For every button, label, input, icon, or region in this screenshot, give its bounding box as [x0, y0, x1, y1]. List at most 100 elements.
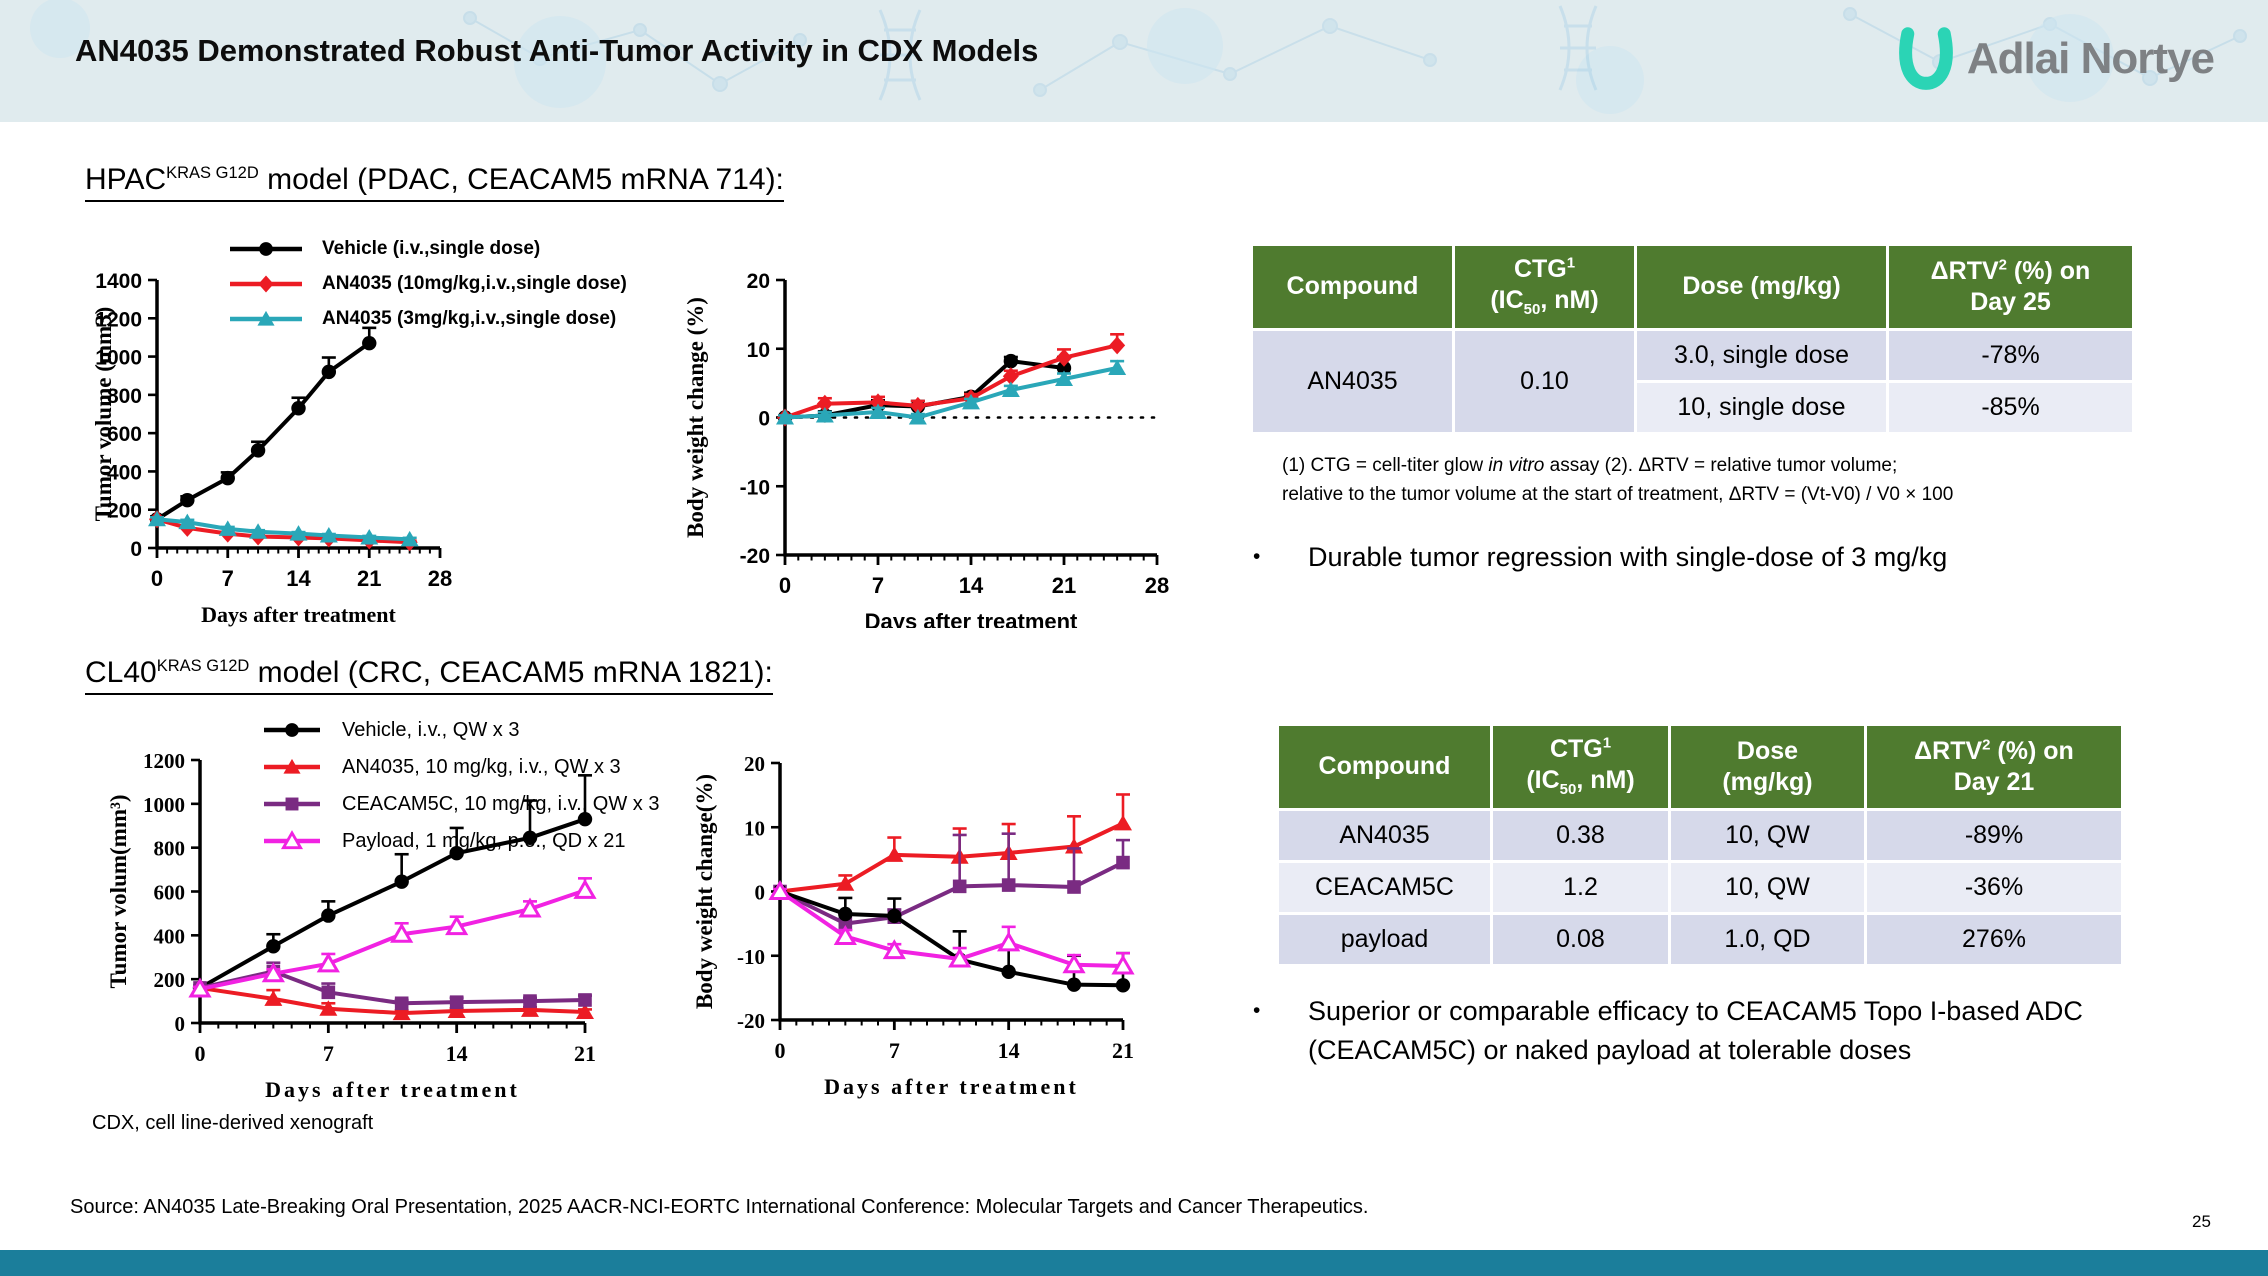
svg-text:-20: -20 — [740, 545, 770, 568]
cell-compound: AN4035 — [1276, 808, 1493, 863]
svg-text:28: 28 — [1145, 573, 1169, 598]
cell-rtv: -85% — [1886, 380, 2135, 435]
svg-text:Body weight change(%): Body weight change(%) — [692, 774, 717, 1009]
legend-item: AN4035 (10mg/kg,i.v.,single dose) — [228, 266, 627, 301]
footer-bar — [0, 1250, 2268, 1276]
svg-text:Days after treatment: Days after treatment — [265, 1077, 520, 1102]
header-band: AN4035 Demonstrated Robust Anti-Tumor Ac… — [0, 0, 2268, 122]
svg-text:-10: -10 — [737, 945, 765, 969]
hpac-body-weight-chart: -20 -10 0 10 20 0 7 14 21 28 Body weight change (%… — [645, 228, 1205, 634]
cell-dose: 10, single dose — [1634, 380, 1889, 435]
bullet-text: Durable tumor regression with single-dos… — [1308, 542, 1948, 572]
legend-label: AN4035, 10 mg/kg, i.v., QW x 3 — [342, 755, 621, 778]
svg-text:200: 200 — [107, 500, 142, 523]
cl40-results-table: Compound CTG1 (IC50, nM) Dose (mg/kg) ΔRTV… — [1276, 723, 2124, 967]
svg-text:0: 0 — [151, 566, 163, 591]
svg-text:7: 7 — [889, 1038, 900, 1063]
table-row: 10, single dose -85% — [1252, 380, 2135, 435]
legend-marker-icon — [264, 722, 320, 737]
legend-label: Vehicle, i.v., QW x 3 — [342, 718, 520, 741]
svg-text:Days after treatment: Days after treatment — [865, 609, 1078, 628]
svg-text:1000: 1000 — [143, 793, 185, 817]
heading-text: model (CRC, CEACAM5 mRNA 1821): — [249, 656, 773, 689]
col-header-ctg: CTG1 (IC50, nM) — [1452, 243, 1637, 331]
legend-marker-icon — [264, 829, 320, 849]
svg-text:21: 21 — [574, 1041, 596, 1066]
cell-rtv: -78% — [1886, 328, 2135, 383]
cl40-tumor-volume-chart: 0 200 400 600 800 1000 1200 0 7 14 21 Tumor volum(m… — [100, 705, 650, 1120]
legend-marker-icon — [264, 758, 320, 774]
svg-text:1400: 1400 — [95, 270, 142, 293]
legend-marker-icon — [230, 241, 302, 256]
cell-rtv: -36% — [1864, 860, 2124, 915]
svg-text:0: 0 — [195, 1041, 206, 1066]
legend-label: Payload, 1 mg/kg, p.o., QD x 21 — [342, 829, 626, 852]
svg-text:14: 14 — [446, 1041, 468, 1066]
svg-text:0: 0 — [130, 538, 142, 561]
cell-ctg: 0.10 — [1452, 328, 1637, 435]
col-header-dose: Dose (mg/kg) — [1634, 243, 1889, 331]
legend-marker-icon — [230, 310, 302, 326]
legend-item: Vehicle (i.v.,single dose) — [228, 231, 627, 266]
cell-rtv: -89% — [1864, 808, 2124, 863]
cl40-body-weight-svg: -20 -10 0 10 20 0 7 14 21 Body weight change(%) Da… — [692, 752, 1135, 1099]
svg-text:1000: 1000 — [95, 347, 142, 370]
col-header-rtv: ΔRTV2 (%) on Day 21 — [1864, 723, 2124, 811]
svg-text:0: 0 — [779, 573, 791, 598]
svg-text:400: 400 — [107, 461, 142, 484]
cell-dose: 10, QW — [1668, 808, 1867, 863]
legend-marker-icon — [230, 274, 302, 293]
cl40-body-weight-chart: -20 -10 0 10 20 0 7 14 21 Body weight change(%) Da… — [660, 705, 1220, 1120]
heading-superscript: KRAS G12D — [166, 164, 259, 182]
svg-text:7: 7 — [323, 1041, 334, 1066]
cell-compound: AN4035 — [1250, 328, 1455, 435]
cell-ctg: 0.38 — [1490, 808, 1671, 863]
bullet-text: Superior or comparable efficacy to CEACA… — [1308, 996, 2083, 1066]
legend-item: Vehicle, i.v., QW x 3 — [262, 711, 659, 748]
cell-dose: 3.0, single dose — [1634, 328, 1889, 383]
cell-ctg: 0.08 — [1490, 912, 1671, 967]
svg-text:20: 20 — [744, 752, 765, 776]
cl40-tumor-volume-legend: Vehicle, i.v., QW x 3 AN4035, 10 mg/kg, i… — [262, 711, 659, 859]
page-number: 25 — [2192, 1212, 2211, 1231]
table-row: payload 0.08 1.0, QD 276% — [1276, 912, 2124, 967]
svg-text:21: 21 — [1052, 573, 1076, 598]
svg-text:1200: 1200 — [143, 749, 185, 773]
heading-text: model (PDAC, CEACAM5 mRNA 714): — [258, 163, 784, 196]
svg-text:800: 800 — [154, 837, 186, 861]
svg-text:0: 0 — [758, 408, 770, 431]
col-header-dose: Dose (mg/kg) — [1668, 723, 1867, 811]
legend-item: AN4035 (3mg/kg,i.v.,single dose) — [228, 301, 627, 336]
legend-label: AN4035 (3mg/kg,i.v.,single dose) — [322, 308, 617, 329]
svg-text:Days after treatment: Days after treatment — [824, 1074, 1079, 1099]
bullet-durable-regression: • Durable tumor regression with single-d… — [1253, 538, 2203, 577]
cl40-tumor-volume-svg: 0 200 400 600 800 1000 1200 0 7 14 21 Tumor volum(m… — [106, 749, 597, 1102]
cell-compound: CEACAM5C — [1276, 860, 1493, 915]
table-row: CEACAM5C 1.2 10, QW -36% — [1276, 860, 2124, 915]
cell-ctg: 1.2 — [1490, 860, 1671, 915]
cdx-note: CDX, cell line-derived xenograft — [92, 1112, 374, 1134]
hpac-results-table: Compound CTG1 (IC50, nM) Dose (mg/kg) ΔRT… — [1250, 243, 2135, 435]
col-header-compound: Compound — [1276, 723, 1493, 811]
table-footnote: (1) CTG = cell-titer glow in vitro assay… — [1282, 455, 1954, 505]
source-citation: Source: AN4035 Late-Breaking Oral Presen… — [70, 1196, 1369, 1218]
svg-text:Tumor volume (mm3): Tumor volume (mm3) — [95, 307, 116, 522]
section-hpac-heading: HPACKRAS G12D model (PDAC, CEACAM5 mRNA … — [85, 163, 784, 202]
svg-text:7: 7 — [872, 573, 884, 598]
svg-text:Body weight change (%): Body weight change (%) — [683, 297, 708, 538]
slide-title: AN4035 Demonstrated Robust Anti-Tumor Ac… — [75, 33, 1039, 68]
svg-text:200: 200 — [154, 968, 186, 992]
bullet-marker: • — [1253, 545, 1261, 568]
svg-text:600: 600 — [107, 423, 142, 446]
legend-label: Vehicle (i.v.,single dose) — [322, 238, 541, 259]
svg-text:1200: 1200 — [95, 308, 142, 331]
svg-text:21: 21 — [1112, 1038, 1134, 1063]
logo-text: Adlai Nortye — [1966, 34, 2215, 83]
svg-text:0: 0 — [775, 1038, 786, 1063]
col-header-compound: Compound — [1250, 243, 1455, 331]
heading-superscript: KRAS G12D — [156, 657, 250, 675]
cell-dose: 1.0, QD — [1668, 912, 1867, 967]
svg-text:0: 0 — [755, 881, 766, 905]
col-header-ctg: CTG1 (IC50, nM) — [1490, 723, 1671, 811]
